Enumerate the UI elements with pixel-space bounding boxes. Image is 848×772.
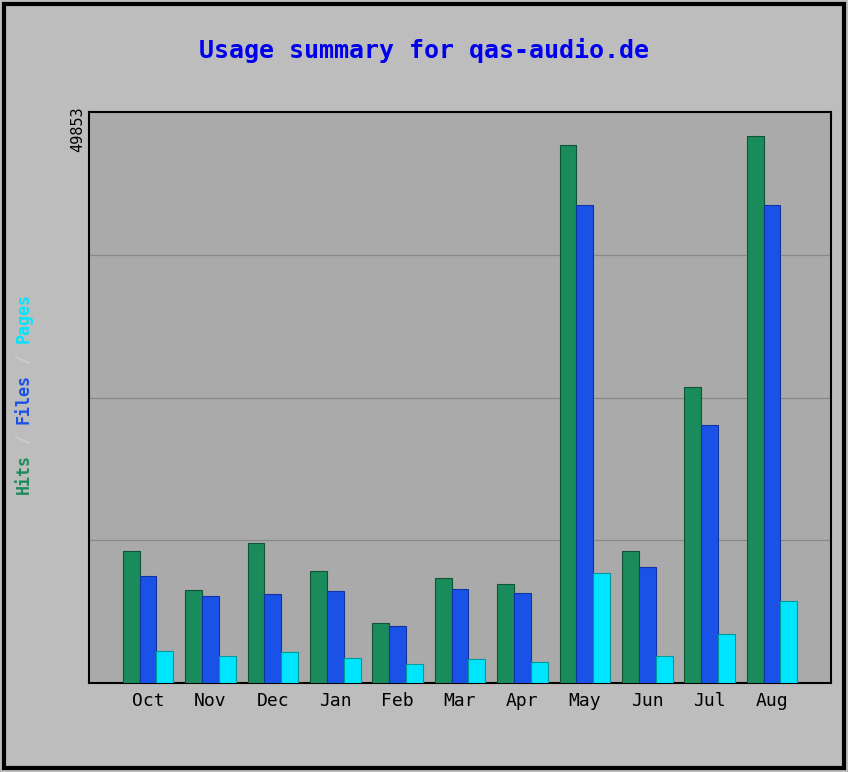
Bar <box>406 664 423 683</box>
Bar <box>622 551 639 683</box>
Bar <box>701 425 718 683</box>
Text: Usage summary for qas-audio.de: Usage summary for qas-audio.de <box>199 38 649 63</box>
Bar <box>560 145 577 683</box>
Bar <box>639 567 656 683</box>
Bar <box>282 652 298 683</box>
Text: /: / <box>14 344 33 374</box>
Bar <box>747 136 763 683</box>
Bar <box>763 205 780 683</box>
Bar <box>123 551 140 683</box>
Bar <box>497 584 514 683</box>
Bar <box>202 597 219 683</box>
Bar <box>452 589 468 683</box>
Bar <box>248 543 265 683</box>
Bar <box>372 623 389 683</box>
Text: /: / <box>14 424 33 454</box>
Bar <box>310 571 326 683</box>
Bar <box>514 593 531 683</box>
Bar <box>577 205 594 683</box>
Bar <box>185 590 202 683</box>
Bar <box>389 626 406 683</box>
Bar <box>531 662 548 683</box>
Bar <box>594 574 610 683</box>
Bar <box>326 591 343 683</box>
Bar <box>435 577 452 683</box>
Text: Pages: Pages <box>14 293 33 344</box>
Text: Hits: Hits <box>14 454 33 494</box>
Bar <box>684 387 701 683</box>
Bar <box>219 655 236 683</box>
Bar <box>343 658 360 683</box>
Bar <box>265 594 282 683</box>
Text: Files: Files <box>14 374 33 424</box>
Bar <box>468 659 485 683</box>
Bar <box>780 601 797 683</box>
Bar <box>718 634 735 683</box>
Bar <box>140 576 157 683</box>
Bar <box>656 655 672 683</box>
Bar <box>157 652 173 683</box>
